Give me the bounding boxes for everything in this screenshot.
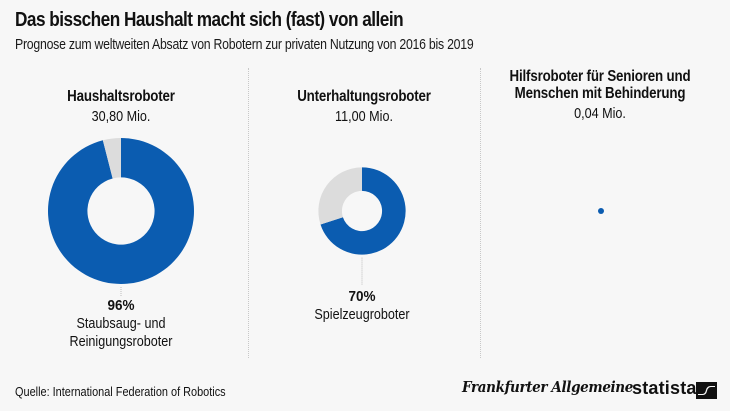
faz-logo: Frankfurter Allgemeine: [462, 378, 633, 396]
donut-slice-staubsaug-und-reinigungsroboter: [48, 138, 195, 284]
donut-assistive: [598, 208, 604, 214]
column-header-assistive: Hilfsroboter für Senioren und Menschen m…: [490, 68, 710, 123]
category-total: 11,00 Mio.: [335, 108, 393, 125]
highlight-percent: 96%: [107, 297, 135, 314]
category-label-line-1: Hilfsroboter für Senioren und: [509, 68, 691, 85]
column-divider: [248, 68, 249, 358]
column-divider: [480, 68, 481, 358]
highlight-description-line-1: Staubsaug- und: [76, 315, 166, 332]
donut-entertainment: [318, 167, 406, 285]
source-note: Quelle: International Federation of Robo…: [15, 384, 226, 399]
statista-logo-icon: [696, 382, 717, 399]
category-label: Unterhaltungsroboter: [297, 88, 431, 105]
highlight-percent: 70%: [348, 288, 376, 305]
highlight-label-household: 96% Staubsaug- und Reinigungsroboter: [21, 297, 221, 351]
chart-subtitle: Prognose zum weltweiten Absatz von Robot…: [15, 36, 474, 53]
highlight-description-line-2: Reinigungsroboter: [69, 333, 173, 350]
highlight-description-line-1: Spielzeugroboter: [314, 306, 410, 323]
donut-slice-sonstige: [318, 167, 362, 225]
highlight-label-entertainment: 70% Spielzeugroboter: [262, 288, 462, 324]
category-total: 30,80 Mio.: [91, 108, 151, 125]
donut-household: [48, 138, 195, 296]
column-header-entertainment: Unterhaltungsroboter 11,00 Mio.: [254, 88, 474, 126]
category-total: 0,04 Mio.: [574, 105, 626, 122]
donut-slice-spielzeugroboter: [320, 167, 406, 255]
statista-logo: statista: [632, 378, 697, 398]
donut-slice-hilfsroboter: [598, 208, 604, 214]
donut-slice-sonstige: [102, 138, 121, 179]
chart-title: Das bisschen Haushalt macht sich (fast) …: [15, 9, 404, 31]
category-label: Haushaltsroboter: [67, 88, 175, 105]
column-header-household: Haushaltsroboter 30,80 Mio.: [11, 88, 231, 126]
category-label-line-2: Menschen mit Behinderung: [514, 85, 686, 102]
